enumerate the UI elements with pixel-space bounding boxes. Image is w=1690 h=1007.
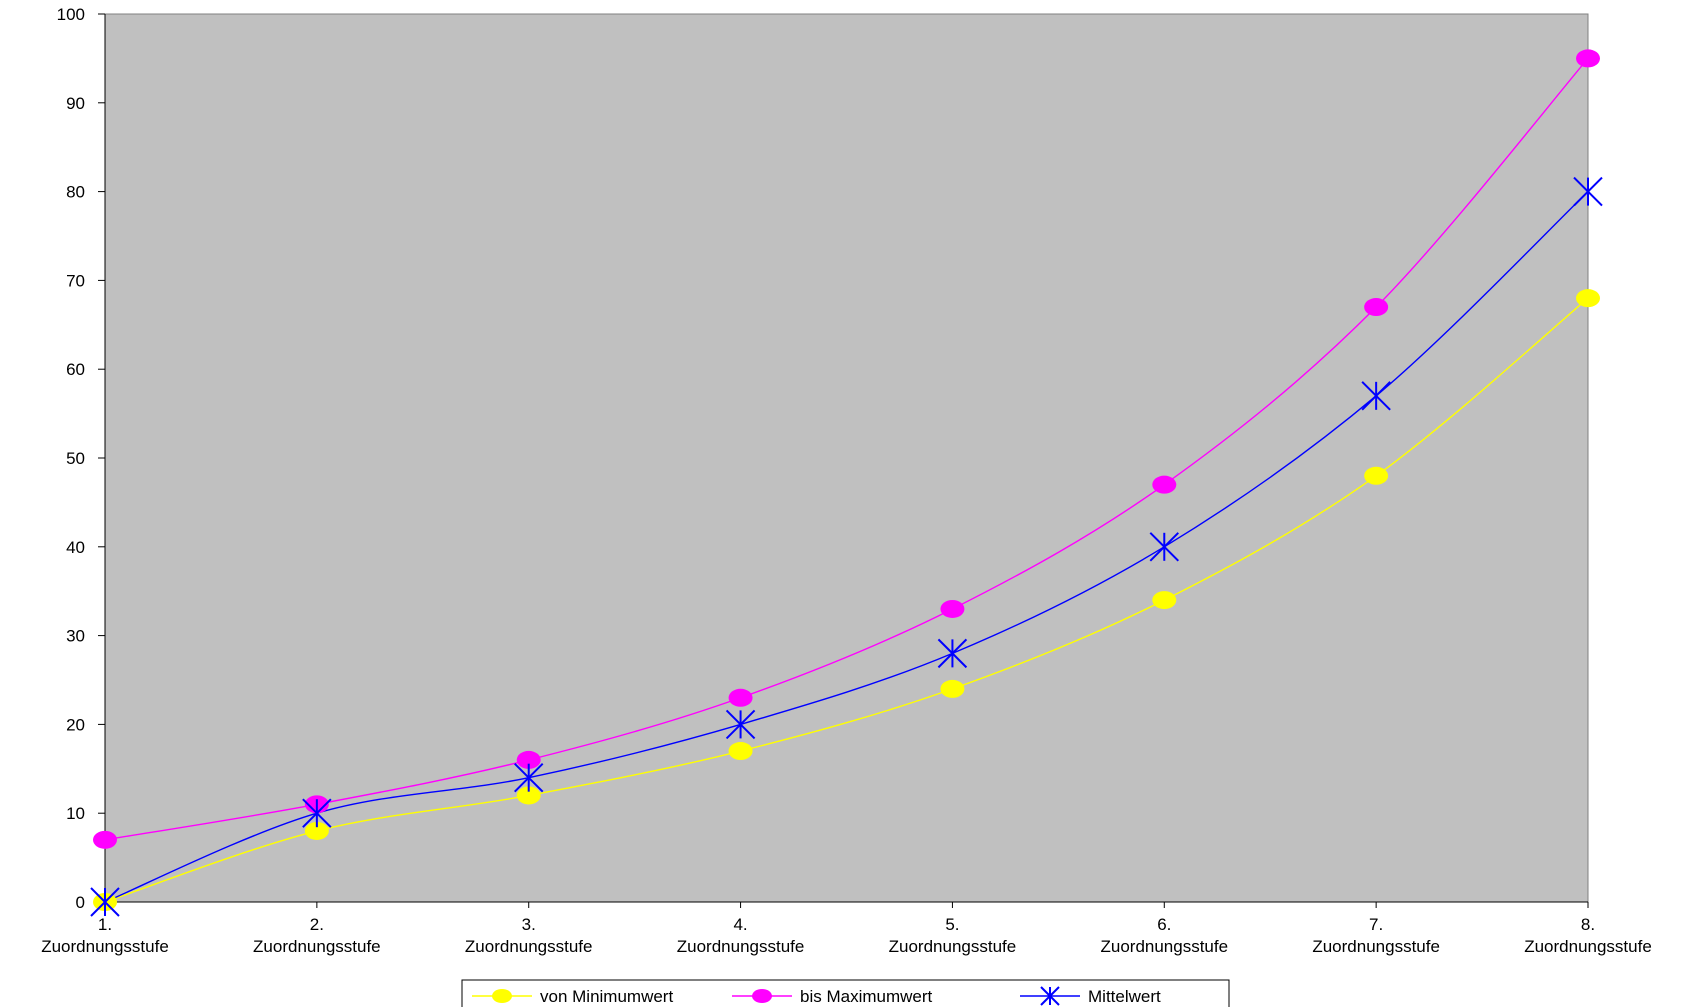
category-number: 6. [1157, 915, 1171, 934]
y-tick-label: 20 [66, 715, 85, 734]
legend-marker [492, 989, 512, 1003]
category-name: Zuordnungsstufe [677, 937, 805, 956]
data-point-von-minimumwert [1576, 289, 1600, 308]
x-tick-label: 7. Zuordnungsstufe [1312, 915, 1440, 956]
data-point-bis-maximumwert [1364, 298, 1389, 317]
category-name: Zuordnungsstufe [1524, 937, 1652, 956]
y-tick-label: 60 [66, 360, 85, 379]
data-point-von-minimumwert [1364, 466, 1389, 485]
data-point-mittelwert [937, 638, 968, 669]
data-point-von-minimumwert [728, 742, 753, 761]
y-tick-label: 40 [66, 538, 85, 557]
data-point-von-minimumwert [940, 679, 965, 698]
category-number: 8. [1581, 915, 1595, 934]
y-tick-label: 90 [66, 94, 85, 113]
data-point-mittelwert [302, 798, 332, 828]
data-point-mittelwert [514, 762, 544, 793]
data-point-mittelwert [1573, 176, 1603, 207]
data-point-von-minimumwert [1152, 591, 1177, 610]
category-name: Zuordnungsstufe [889, 937, 1017, 956]
data-point-von-minimumwert [516, 786, 541, 805]
legend-label: Mittelwert [1088, 987, 1161, 1006]
data-point-bis-maximumwert [940, 599, 965, 618]
legend: von Minimumwert bis Maximumwert Mittelwert [461, 979, 1230, 1007]
legend-marker [752, 989, 772, 1003]
legend-label: von Minimumwert [540, 987, 673, 1006]
x-tick-label: 3. Zuordnungsstufe [465, 915, 593, 956]
x-tick-label: 5. Zuordnungsstufe [889, 915, 1017, 956]
data-point-bis-maximumwert [728, 688, 753, 707]
data-point-bis-maximumwert [1152, 475, 1177, 494]
category-name: Zuordnungsstufe [253, 937, 381, 956]
category-name: Zuordnungsstufe [1100, 937, 1228, 956]
category-number: 7. [1369, 915, 1383, 934]
category-number: 3. [522, 915, 536, 934]
x-tick-label: 2. Zuordnungsstufe [253, 915, 381, 956]
category-number: 1. [98, 915, 112, 934]
category-number: 2. [310, 915, 324, 934]
x-tick-label: 1. Zuordnungsstufe [41, 915, 169, 956]
data-point-mittelwert [1361, 381, 1391, 411]
data-point-mittelwert [725, 709, 756, 740]
category-name: Zuordnungsstufe [465, 937, 593, 956]
data-point-mittelwert [90, 887, 120, 917]
y-tick-label: 30 [66, 627, 85, 646]
legend-label: bis Maximumwert [800, 987, 933, 1006]
y-tick-label: 0 [76, 893, 85, 912]
y-tick-label: 50 [66, 449, 85, 468]
y-tick-label: 100 [57, 5, 85, 24]
plot-area [104, 13, 1589, 903]
y-tick-label: 80 [66, 183, 85, 202]
y-tick-label: 10 [66, 804, 85, 823]
legend-marker [1040, 986, 1060, 1006]
x-tick-label: 6. Zuordnungsstufe [1100, 915, 1228, 956]
x-tick-label: 4. Zuordnungsstufe [677, 915, 805, 956]
series-markers [90, 49, 1603, 917]
data-point-bis-maximumwert [93, 830, 117, 849]
data-point-bis-maximumwert [516, 750, 541, 769]
category-number: 5. [945, 915, 959, 934]
category-number: 4. [733, 915, 747, 934]
x-tick-label: 8. Zuordnungsstufe [1524, 915, 1652, 956]
data-point-mittelwert [1149, 532, 1179, 562]
category-name: Zuordnungsstufe [41, 937, 169, 956]
legend-box [461, 979, 1230, 1007]
x-axis: 1. Zuordnungsstufe 2. Zuordnungsstufe 3. Zuor… [41, 901, 1652, 956]
y-tick-label: 70 [66, 271, 85, 290]
data-point-von-minimumwert [304, 821, 329, 840]
data-point-bis-maximumwert [1576, 49, 1600, 68]
y-axis: 0 10 20 30 40 50 60 70 80 90 100 [57, 5, 106, 912]
category-name: Zuordnungsstufe [1312, 937, 1440, 956]
